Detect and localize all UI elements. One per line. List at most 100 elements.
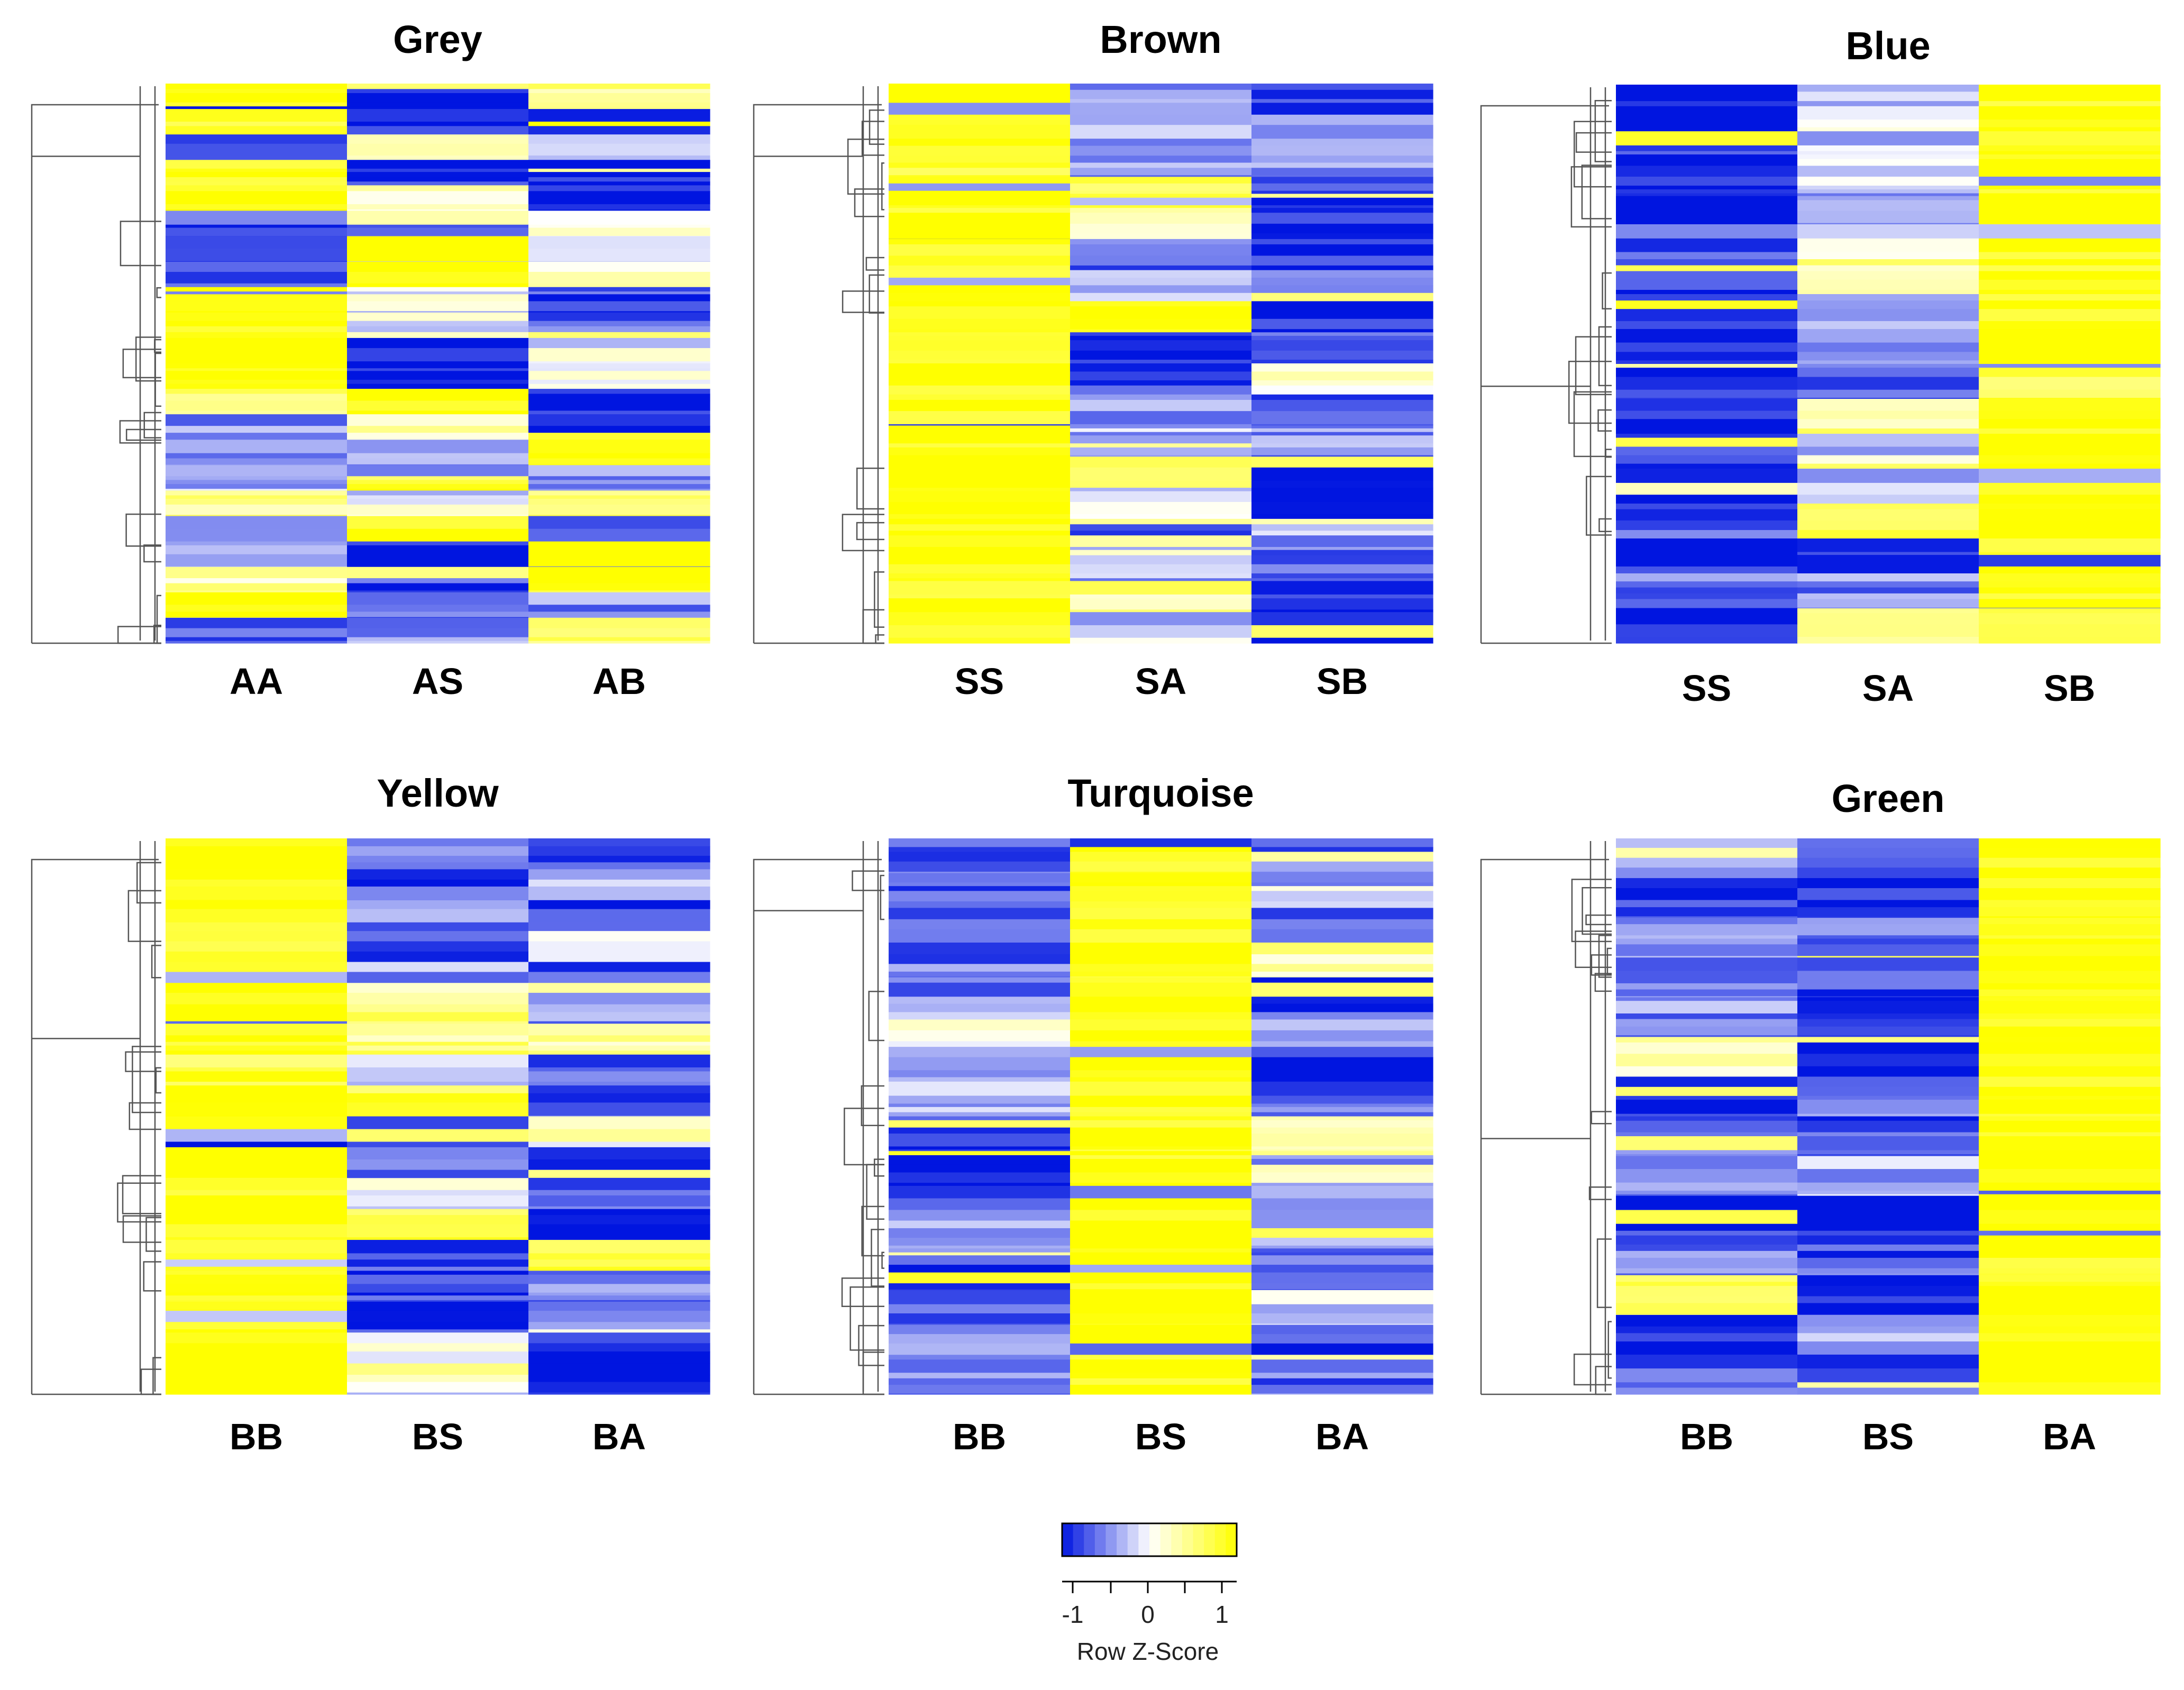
heatmap-cell xyxy=(528,1392,710,1395)
heatmap-cell xyxy=(1979,329,2161,343)
heatmap-cell xyxy=(1797,1194,1979,1196)
heatmap-cell xyxy=(1616,342,1798,352)
heatmap-cell xyxy=(1797,419,1979,429)
heatmap-cell xyxy=(1070,270,1252,278)
heatmap-cell xyxy=(528,1170,710,1179)
heatmap-cell xyxy=(889,564,1071,574)
heatmap-cell xyxy=(528,236,710,249)
row-dendrogram xyxy=(1480,87,1612,644)
heatmap-cell xyxy=(1797,151,1979,155)
heatmap-cell xyxy=(1070,1172,1252,1183)
heatmap-cell xyxy=(1251,1373,1433,1379)
heatmap-cell xyxy=(1616,509,1798,521)
heatmap-cell xyxy=(1616,1100,1798,1115)
heatmap-cell xyxy=(1070,1198,1252,1210)
column-label: AB xyxy=(592,661,646,702)
heatmap-cell xyxy=(889,871,1071,874)
heatmap-cell xyxy=(528,528,710,542)
heatmap-cell xyxy=(347,287,529,292)
heatmap-cell xyxy=(1979,1116,2161,1121)
heatmap-cell xyxy=(1251,480,1433,488)
heatmap-cell xyxy=(1251,1183,1433,1186)
heatmap-cell xyxy=(166,1266,348,1272)
heatmap-cell xyxy=(1616,1230,1798,1236)
heatmap-cell xyxy=(528,348,710,362)
heatmap-cell xyxy=(347,1259,529,1267)
heatmap-panel: Yellow BB BS BA xyxy=(31,771,710,1457)
heatmap-cell xyxy=(1070,1238,1252,1246)
heatmap-cell xyxy=(1616,907,1798,917)
heatmap-cell xyxy=(1251,873,1433,883)
heatmap-cell xyxy=(1797,434,1979,439)
heatmap-cell xyxy=(347,312,529,322)
heatmap-cell xyxy=(1797,587,1979,594)
heatmap-cell xyxy=(1797,1076,1979,1088)
heatmap-cell xyxy=(1070,1313,1252,1324)
heatmap-cell xyxy=(889,103,1071,115)
heatmap-cell xyxy=(166,1271,348,1275)
heatmap-cell xyxy=(528,1322,710,1330)
heatmap-cell xyxy=(889,1077,1071,1082)
heatmap-cell xyxy=(528,931,710,942)
heatmap-cell xyxy=(1979,85,2161,92)
heatmap-cell xyxy=(528,554,710,567)
heatmap-cell xyxy=(1979,1296,2161,1304)
heatmap-cell xyxy=(1979,956,2161,958)
heatmap-cell xyxy=(889,488,1071,492)
heatmap-cell xyxy=(1979,1303,2161,1316)
heatmap-cell xyxy=(166,1093,348,1103)
heatmap-cell xyxy=(528,1195,710,1207)
heatmap-cell xyxy=(1797,1100,1979,1115)
heatmap-cell xyxy=(1070,265,1252,271)
heatmap-cell xyxy=(347,900,529,910)
heatmap-cell xyxy=(1251,1304,1433,1314)
heatmap-cell xyxy=(528,1284,710,1293)
heatmap-cell xyxy=(166,1045,348,1051)
heatmap-cell xyxy=(528,1271,710,1275)
heatmap-cell xyxy=(1070,371,1252,381)
heatmap-cell xyxy=(347,972,529,983)
heatmap-cell xyxy=(528,566,710,568)
heatmap-cell xyxy=(1979,360,2161,364)
heatmap-cell xyxy=(1070,335,1252,341)
heatmap-cell xyxy=(347,433,529,440)
heatmap-cell xyxy=(1070,194,1252,198)
heatmap-cell xyxy=(347,1178,529,1191)
color-key-swatch xyxy=(1127,1523,1139,1556)
heatmap-cell xyxy=(1616,938,1798,945)
heatmap-cell xyxy=(1070,456,1252,468)
heatmap-cell xyxy=(528,1141,710,1148)
heatmap-cell xyxy=(889,1185,1071,1199)
heatmap-cell xyxy=(528,168,710,172)
heatmap-cell xyxy=(1979,1230,2161,1236)
heatmap-cell xyxy=(1070,400,1252,412)
heatmap-cell xyxy=(1251,239,1433,245)
heatmap-cell xyxy=(347,1102,529,1116)
heatmap-cell xyxy=(1979,193,2161,197)
heatmap-cell xyxy=(528,1329,710,1333)
column-label: AS xyxy=(412,661,463,702)
heatmap-cell xyxy=(1251,1313,1433,1324)
heatmap-cell xyxy=(889,424,1071,426)
heatmap-cell xyxy=(528,464,710,465)
heatmap-cell xyxy=(166,1224,348,1238)
heatmap-cell xyxy=(528,476,710,480)
heatmap-cell xyxy=(166,236,348,249)
heatmap-cell xyxy=(166,1392,348,1395)
heatmap-cell xyxy=(166,592,348,605)
heatmap-cell xyxy=(1070,394,1252,400)
heatmap-cell xyxy=(889,425,1071,429)
heatmap-cell xyxy=(166,590,348,593)
heatmap-cell xyxy=(528,291,710,295)
heatmap-cell xyxy=(528,1343,710,1352)
heatmap-cell xyxy=(1251,428,1433,433)
heatmap-cell xyxy=(889,1393,1071,1395)
heatmap-cell xyxy=(166,272,348,284)
heatmap-cell xyxy=(347,641,529,644)
heatmap-cell xyxy=(1070,156,1252,163)
heatmap-cell xyxy=(889,1134,1071,1147)
heatmap-cell xyxy=(1616,368,1798,378)
heatmap-cell xyxy=(347,126,529,135)
heatmap-cell xyxy=(1797,938,1979,945)
heatmap-cell xyxy=(1070,1272,1252,1284)
